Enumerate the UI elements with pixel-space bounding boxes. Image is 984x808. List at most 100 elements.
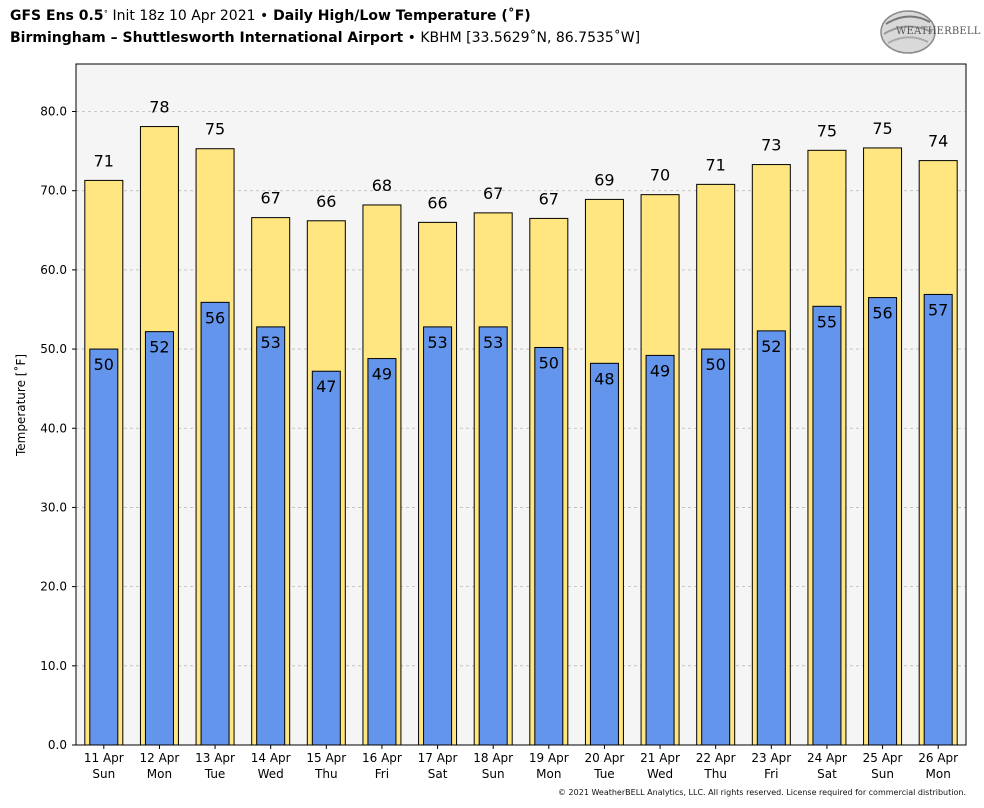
- plot-frame: [75, 63, 967, 746]
- product-name: Daily High/Low Temperature (˚F): [268, 8, 531, 24]
- x-tick-label-weekday: Wed: [258, 767, 284, 781]
- x-tick-label-weekday: Sun: [871, 767, 894, 781]
- copyright-footer: © 2021 WeatherBELL Analytics, LLC. All r…: [558, 788, 966, 797]
- title-line-2: Birmingham – Shuttlesworth International…: [10, 27, 640, 49]
- low-temp-label: 56: [205, 308, 225, 327]
- x-tick-label-weekday: Mon: [536, 767, 561, 781]
- x-tick-label-date: 19 Apr: [529, 751, 569, 765]
- x-tick-label-weekday: Thu: [703, 767, 727, 781]
- weatherbell-swirl-logo-icon: [880, 10, 936, 54]
- x-tick-label-weekday: Wed: [647, 767, 673, 781]
- x-tick-label-weekday: Thu: [314, 767, 338, 781]
- title-line-1: GFS Ens 0.5˚ Init 18z 10 Apr 2021 • Dail…: [10, 5, 640, 27]
- low-temp-bar: [311, 370, 341, 746]
- y-axis-label: Temperature [˚F]: [13, 354, 28, 457]
- x-tick-label-date: 20 Apr: [585, 751, 625, 765]
- station-info: • KBHM [33.5629˚N, 86.7535˚W]: [403, 30, 641, 46]
- x-tick-label-date: 18 Apr: [473, 751, 513, 765]
- x-tick-label-date: 15 Apr: [306, 751, 346, 765]
- low-temp-label: 53: [427, 333, 447, 352]
- low-temp-bar: [534, 346, 564, 746]
- y-tick-label: 10.0: [40, 659, 67, 673]
- x-tick-label-date: 24 Apr: [807, 751, 847, 765]
- y-tick-label: 60.0: [40, 263, 67, 277]
- high-temp-label: 78: [149, 98, 169, 117]
- low-temp-label: 55: [817, 312, 837, 331]
- low-temp-bar: [812, 305, 842, 746]
- y-tick-label: 50.0: [40, 342, 67, 356]
- low-temp-bar: [144, 331, 174, 746]
- y-tick-label: 30.0: [40, 500, 67, 514]
- x-tick-label-date: 21 Apr: [640, 751, 680, 765]
- high-temp-label: 74: [928, 132, 948, 151]
- low-temp-bar: [423, 326, 453, 746]
- x-tick-label-weekday: Fri: [764, 767, 778, 781]
- location-name: Birmingham – Shuttlesworth International…: [10, 30, 404, 46]
- high-temp-label: 71: [706, 155, 726, 174]
- low-temp-label: 48: [594, 369, 614, 388]
- high-temp-label: 66: [316, 192, 336, 211]
- low-temp-label: 53: [483, 333, 503, 352]
- x-tick-label-weekday: Tue: [204, 767, 226, 781]
- y-tick-label: 0.0: [48, 738, 67, 752]
- high-temp-label: 68: [372, 176, 392, 195]
- weatherbell-logo: WEATHERBELL: [878, 6, 980, 56]
- x-axis: 11 Apr Sun 12 Apr Mon 13 Apr Tue 14 Apr Wed 15 A…: [84, 745, 958, 781]
- high-temp-label: 73: [761, 136, 781, 155]
- low-temp-label: 57: [928, 300, 948, 319]
- high-temp-label: 75: [817, 121, 837, 140]
- x-tick-label-date: 16 Apr: [362, 751, 402, 765]
- low-temp-label: 52: [149, 338, 169, 357]
- low-temp-label: 53: [261, 333, 281, 352]
- low-temp-bar: [868, 297, 898, 746]
- x-tick-label-weekday: Sat: [428, 767, 448, 781]
- low-temp-bar: [756, 330, 786, 746]
- x-tick-label-date: 25 Apr: [863, 751, 903, 765]
- low-temp-bar: [478, 326, 508, 746]
- x-tick-label-date: 23 Apr: [751, 751, 791, 765]
- low-temp-label: 56: [872, 304, 892, 323]
- low-temp-bar: [89, 348, 119, 746]
- low-temp-bar: [923, 293, 953, 746]
- low-temp-label: 50: [94, 355, 114, 374]
- chart-header: GFS Ens 0.5˚ Init 18z 10 Apr 2021 • Dail…: [10, 5, 640, 49]
- x-tick-label-weekday: Sun: [92, 767, 115, 781]
- init-time: Init 18z 10 Apr 2021: [108, 8, 260, 24]
- high-temp-label: 67: [539, 189, 559, 208]
- x-tick-label-date: 22 Apr: [696, 751, 736, 765]
- model-name: GFS Ens 0.5: [10, 8, 104, 24]
- x-tick-label-date: 12 Apr: [140, 751, 180, 765]
- high-temp-label: 75: [872, 119, 892, 138]
- high-temp-label: 67: [261, 189, 281, 208]
- bullet: •: [259, 8, 269, 24]
- bars: 71 50 78 52 75 56 67 53 66 47 68 49 66 53 67 53 67 50 69 48…: [84, 98, 958, 746]
- high-temp-label: 67: [483, 184, 503, 203]
- x-tick-label-date: 13 Apr: [195, 751, 235, 765]
- low-temp-label: 52: [761, 337, 781, 356]
- high-temp-label: 70: [650, 166, 670, 185]
- high-temp-label: 71: [94, 151, 114, 170]
- low-temp-bar: [589, 362, 619, 746]
- x-tick-label-date: 26 Apr: [918, 751, 958, 765]
- x-tick-label-weekday: Fri: [375, 767, 389, 781]
- low-temp-bar: [256, 326, 286, 746]
- y-tick-label: 70.0: [40, 184, 67, 198]
- x-tick-label-weekday: Sun: [482, 767, 505, 781]
- low-temp-label: 47: [316, 377, 336, 396]
- y-tick-label: 20.0: [40, 580, 67, 594]
- x-tick-label-date: 17 Apr: [418, 751, 458, 765]
- low-temp-bar: [701, 348, 731, 746]
- low-temp-bar: [367, 358, 397, 746]
- x-tick-label-weekday: Mon: [147, 767, 172, 781]
- y-tick-label: 80.0: [40, 105, 67, 119]
- low-temp-label: 49: [650, 361, 670, 380]
- degree-mark: ˚: [103, 11, 109, 21]
- low-temp-label: 49: [372, 365, 392, 384]
- x-tick-label-weekday: Mon: [926, 767, 951, 781]
- high-temp-label: 75: [205, 120, 225, 139]
- x-tick-label-date: 14 Apr: [251, 751, 291, 765]
- x-tick-label-date: 11 Apr: [84, 751, 124, 765]
- x-tick-label-weekday: Sat: [817, 767, 837, 781]
- low-temp-bar: [645, 354, 675, 746]
